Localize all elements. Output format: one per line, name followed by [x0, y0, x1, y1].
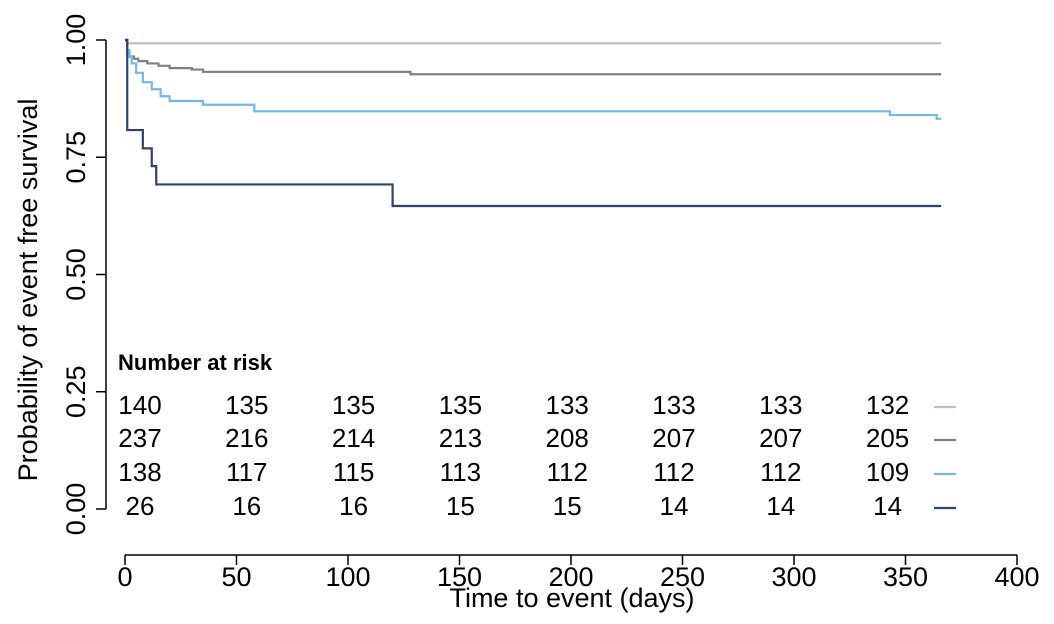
risk-count: 138 [118, 457, 161, 487]
risk-count: 133 [759, 390, 802, 420]
y-tick-label: 0.25 [61, 365, 91, 418]
x-tick-label: 0 [117, 562, 132, 592]
risk-count: 135 [332, 390, 375, 420]
risk-count: 14 [660, 491, 689, 521]
y-tick-label: 0.75 [61, 131, 91, 184]
risk-table-title: Number at risk [118, 350, 273, 375]
risk-count: 213 [439, 423, 482, 453]
y-tick-label: 1.00 [61, 14, 91, 67]
survival-curve [125, 38, 942, 120]
risk-count: 113 [440, 457, 481, 487]
y-axis-label: Probability of event free survival [13, 99, 43, 482]
risk-count: 132 [866, 390, 909, 420]
y-tick-label: 0.00 [61, 483, 91, 536]
survival-curve [125, 38, 942, 208]
risk-count: 16 [232, 491, 261, 521]
risk-count: 115 [333, 457, 374, 487]
x-tick-label: 150 [437, 562, 482, 592]
risk-count: 14 [766, 491, 795, 521]
risk-count: 207 [759, 423, 802, 453]
x-tick-label: 350 [883, 562, 928, 592]
risk-count: 214 [332, 423, 375, 453]
x-tick-label: 100 [325, 562, 370, 592]
risk-count: 133 [546, 390, 589, 420]
risk-count: 216 [225, 423, 268, 453]
risk-count: 237 [118, 423, 161, 453]
risk-count: 117 [226, 457, 267, 487]
x-tick-label: 400 [994, 562, 1039, 592]
risk-count: 16 [339, 491, 368, 521]
x-tick-label: 300 [771, 562, 816, 592]
risk-count: 135 [225, 390, 268, 420]
risk-count: 15 [446, 491, 475, 521]
risk-count: 26 [126, 491, 155, 521]
risk-count: 112 [653, 457, 694, 487]
risk-count: 207 [652, 423, 695, 453]
survival-curve [125, 38, 942, 76]
risk-count: 135 [439, 390, 482, 420]
risk-count: 112 [546, 457, 587, 487]
risk-count: 109 [866, 457, 909, 487]
y-tick-label: 0.50 [61, 248, 91, 301]
risk-count: 133 [652, 390, 695, 420]
risk-count: 15 [553, 491, 582, 521]
x-tick-label: 200 [548, 562, 593, 592]
x-tick-label: 250 [660, 562, 705, 592]
risk-count: 205 [866, 423, 909, 453]
x-axis-label: Time to event (days) [449, 583, 694, 613]
risk-count: 208 [546, 423, 589, 453]
survival-curve [125, 38, 942, 45]
risk-count: 112 [760, 457, 801, 487]
risk-count: 140 [118, 390, 161, 420]
risk-count: 14 [873, 491, 902, 521]
x-tick-label: 50 [221, 562, 251, 592]
